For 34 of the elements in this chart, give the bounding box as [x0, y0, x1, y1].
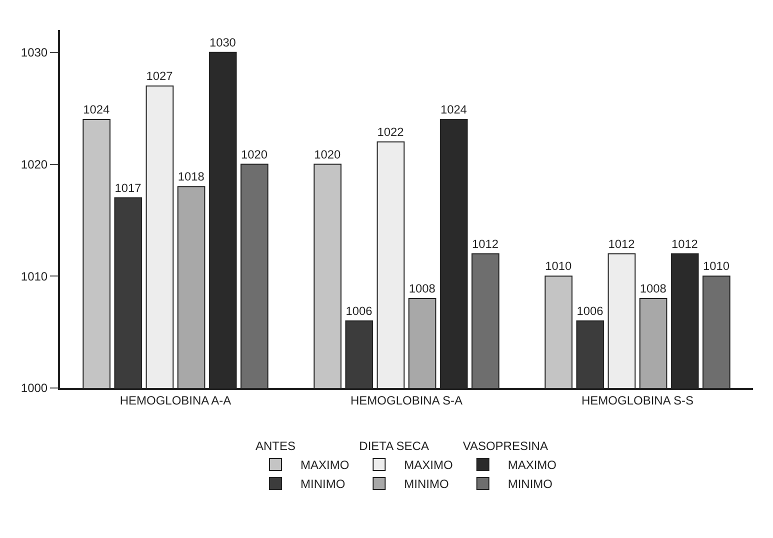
data-label: 1018	[178, 170, 205, 184]
legend-label: MINIMO	[300, 477, 346, 492]
legend-label: MAXIMO	[508, 458, 557, 472]
legend-label: MAXIMO	[404, 458, 453, 472]
data-label: 1024	[83, 102, 110, 117]
y-tick-label: 1010	[20, 269, 48, 284]
legend-label: MINIMO	[404, 477, 449, 492]
data-label: 1020	[314, 147, 342, 162]
x-tick-label: HEMOGLOBINA A-A	[120, 393, 232, 408]
data-label: 1012	[472, 236, 499, 251]
y-tick-label: 1020	[20, 157, 48, 172]
text: VASOPRESINA	[462, 439, 548, 454]
y-tick-label: 1030	[20, 46, 48, 60]
data-label: 1012	[608, 236, 636, 251]
x-tick-label: HEMOGLOBINA S-S	[581, 393, 694, 408]
text: ANTES	[256, 439, 296, 454]
data-label: 1010	[703, 259, 730, 274]
data-label: 1017	[114, 180, 142, 195]
legend-label: MAXIMO	[300, 458, 350, 472]
text: DIETA SECA	[359, 439, 429, 454]
y-tick-label: 1000	[20, 381, 48, 396]
data-label: 1024	[440, 102, 468, 117]
data-label: 1008	[408, 282, 436, 296]
data-label: 1008	[640, 282, 667, 296]
data-label: 1006	[576, 304, 604, 318]
data-label: 1010	[545, 259, 572, 274]
data-label: 1027	[146, 68, 174, 83]
x-tick-label: HEMOGLOBINA S-A	[350, 393, 463, 408]
data-label: 1022	[377, 124, 404, 139]
legend-label: MINIMO	[508, 477, 553, 492]
data-label: 1006	[346, 304, 373, 318]
data-label: 1030	[209, 35, 236, 50]
data-label: 1012	[671, 236, 698, 251]
data-label: 1020	[241, 147, 268, 162]
